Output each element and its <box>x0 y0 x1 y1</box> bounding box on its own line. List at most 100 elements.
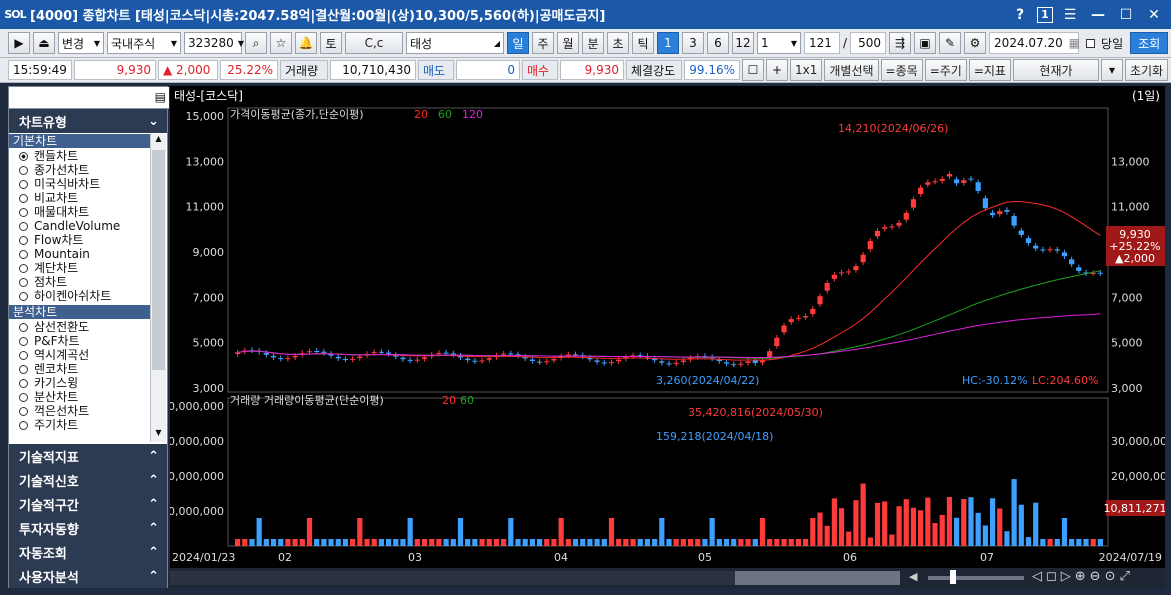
chart-type-option[interactable]: Mountain <box>19 247 90 261</box>
market-select[interactable]: 국내주식 ▼ <box>107 32 181 54</box>
code-input[interactable]: 323280 ▼ <box>184 32 244 54</box>
chart-svg[interactable]: 태성-[코스닥] (1일) 15,000 13,000 11,000 9,000 7,000… <box>170 86 1165 568</box>
zoom-slider-handle[interactable] <box>950 570 956 584</box>
analysis-chart-option[interactable]: 삼선전환도 <box>19 320 89 334</box>
plus-button[interactable]: + <box>766 59 788 81</box>
sidebar-section[interactable]: 기술적지표 ⌃ <box>9 444 167 468</box>
count-input[interactable]: 121 <box>804 32 840 54</box>
chart-type-option[interactable]: Flow차트 <box>19 233 83 247</box>
volume-bar <box>824 525 830 546</box>
date-input[interactable]: 2024.07.20 ▦ <box>989 32 1080 54</box>
analysis-chart-option[interactable]: 렌코차트 <box>19 362 78 376</box>
analysis-chart-option[interactable]: 카기스윙 <box>19 376 78 390</box>
analysis-chart-option[interactable]: 꺽은선차트 <box>19 404 89 418</box>
gear-icon[interactable]: ⚙ <box>964 32 987 54</box>
minimize-button[interactable]: — <box>1091 6 1105 23</box>
volume-bar <box>551 539 557 546</box>
period-tick[interactable]: 틱 <box>632 32 654 54</box>
zoom-icon[interactable]: ⇶ <box>889 32 912 54</box>
scroll-thumb[interactable] <box>735 571 900 585</box>
num-12[interactable]: 12 <box>732 32 754 54</box>
scroll-track[interactable] <box>170 571 900 585</box>
scroll-up-icon[interactable]: ▲ <box>155 134 162 143</box>
item-button[interactable]: =종목 <box>880 59 923 81</box>
chart-type-option[interactable]: 캔들차트 <box>19 149 78 163</box>
restore-screen-button[interactable]: 1 <box>1037 6 1053 23</box>
bell-icon[interactable]: 🔔 <box>295 32 317 54</box>
sidebar-section[interactable]: 사용자분석 ⌃ <box>9 564 167 588</box>
sameday-checkbox[interactable]: 당일 <box>1082 33 1127 53</box>
change-select[interactable]: 변경 ▼ <box>58 32 104 54</box>
period-month[interactable]: 월 <box>557 32 579 54</box>
close-button[interactable]: ✕ <box>1148 6 1160 23</box>
radio-icon <box>19 277 28 287</box>
interval-select[interactable]: 1 ▼ <box>757 32 801 54</box>
chart-type-header[interactable]: 차트유형 ⌄ <box>9 109 167 133</box>
chart-type-option[interactable]: 미국식바차트 <box>19 177 100 191</box>
volume-bar <box>1004 531 1010 546</box>
candle-body <box>652 358 658 361</box>
period-day[interactable]: 일 <box>507 32 529 54</box>
to-button[interactable]: 토 <box>320 32 342 54</box>
volume-bar <box>493 539 500 546</box>
reset-button[interactable]: 초기화 <box>1124 59 1169 81</box>
sidebar-search-input[interactable]: ▤ <box>9 87 169 109</box>
help-button[interactable]: ? <box>1015 6 1025 23</box>
pen-icon[interactable]: ✎ <box>939 32 962 54</box>
chart-type-option[interactable]: 점차트 <box>19 275 67 289</box>
ratio-button[interactable]: 1x1 <box>790 59 823 81</box>
sidebar-section[interactable]: 자동조회 ⌃ <box>9 540 167 564</box>
chart-area[interactable]: 태성-[코스닥] (1일) 15,000 13,000 11,000 9,000 7,000… <box>170 86 1165 568</box>
analysis-chart-option[interactable]: P&F차트 <box>19 334 80 348</box>
period-minute[interactable]: 분 <box>582 32 604 54</box>
chart-type-option[interactable]: 종가선차트 <box>19 163 89 177</box>
sidebar-section[interactable]: 투자자동향 ⌃ <box>9 516 167 540</box>
volume-bar <box>321 539 327 546</box>
query-button[interactable]: 조회 <box>1130 32 1169 54</box>
analysis-chart-option[interactable]: 분산차트 <box>19 390 78 404</box>
current-price-button[interactable]: 현재가 <box>1012 59 1099 81</box>
list-icon[interactable]: ▤ <box>154 90 166 104</box>
chevron-down-icon[interactable]: ▾ <box>1100 59 1123 81</box>
volume-bar <box>1061 518 1068 546</box>
scroll-thumb[interactable] <box>152 150 165 370</box>
box-icon[interactable]: ☐ <box>742 59 764 81</box>
chart-type-option[interactable]: CandleVolume <box>19 219 120 233</box>
candle-body <box>975 182 981 191</box>
sidebar-section[interactable]: 기술적신호 ⌃ <box>9 468 167 492</box>
zoom-slider[interactable] <box>928 576 1024 580</box>
period-second[interactable]: 초 <box>607 32 629 54</box>
sidebar-section[interactable]: 기술적구간 ⌃ <box>9 492 167 516</box>
period-week[interactable]: 주 <box>532 32 554 54</box>
tc-button[interactable]: C,c <box>345 32 403 54</box>
analysis-chart-option[interactable]: 주기차트 <box>19 418 78 432</box>
play-icon[interactable]: ▶ <box>8 32 30 54</box>
scroll-down-icon[interactable]: ▼ <box>155 428 162 437</box>
period-button[interactable]: =주기 <box>924 59 967 81</box>
analysis-chart-option[interactable]: 역시계곡선 <box>19 348 89 362</box>
num-6[interactable]: 6 <box>707 32 729 54</box>
save-icon[interactable]: ▣ <box>914 32 937 54</box>
num-3[interactable]: 3 <box>682 32 704 54</box>
chart-type-option[interactable]: 계단차트 <box>19 261 78 275</box>
volume-bar <box>982 525 988 546</box>
upload-icon[interactable]: ⏏ <box>33 32 55 54</box>
navigation-icons[interactable]: ◁◻▷⊕⊖⊙⤢ <box>1032 569 1134 584</box>
ma-period-label: 20 <box>414 108 428 121</box>
search-icon[interactable]: ⌕ <box>245 32 267 54</box>
individual-select-button[interactable]: 개별선택 <box>824 59 879 81</box>
chart-type-option[interactable]: 매물대차트 <box>19 205 89 219</box>
sidebar-scrollbar[interactable]: ▲ ▼ <box>150 134 166 442</box>
volume-axis-label: 20,000,000 <box>170 470 224 483</box>
maximize-button[interactable]: ☐ <box>1119 6 1133 23</box>
scroll-end-icon[interactable]: ◀ <box>909 570 918 583</box>
star-icon[interactable]: ☆ <box>270 32 292 54</box>
num-1[interactable]: 1 <box>657 32 679 54</box>
menu-icon[interactable]: ☰ <box>1063 6 1077 23</box>
chart-type-option[interactable]: 비교차트 <box>19 191 78 205</box>
chart-type-option[interactable]: 하이켄아쉬차트 <box>19 289 111 303</box>
stock-name-field[interactable]: 태성 ◢ <box>406 32 504 54</box>
volume-bar <box>989 498 996 546</box>
indicator-button[interactable]: =지표 <box>968 59 1011 81</box>
total-input[interactable]: 500 <box>850 32 887 54</box>
